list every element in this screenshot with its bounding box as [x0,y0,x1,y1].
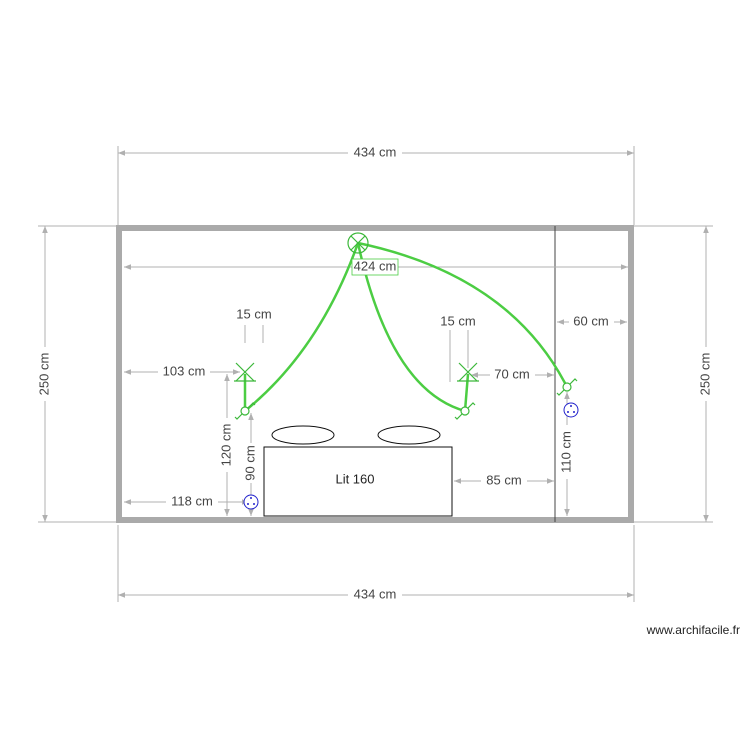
outlet-icon[interactable] [563,402,579,418]
dim-label: 70 cm [494,366,529,381]
ceiling-light-icon[interactable] [347,232,369,254]
dim-label: 250 cm [697,353,712,396]
dim-bed-to-closet: 85 cm [454,472,554,489]
dim-lamp-right-width: 15 cm [440,313,476,382]
dim-label: 110 cm [558,431,573,473]
dim-label: 60 cm [573,313,608,328]
wire-left [244,242,360,412]
dim-label: 120 cm [218,424,233,467]
switch-icon[interactable] [454,402,476,420]
dim-label: 424 cm [354,258,397,273]
dim-lamp-left-width: 15 cm [236,306,272,343]
dim-closet-depth: 60 cm [557,313,627,330]
dim-label: 15 cm [440,313,475,328]
switch-icon[interactable] [234,402,256,420]
wire-right [357,241,569,388]
dim-label: 90 cm [242,445,257,480]
dim-label: 250 cm [36,353,51,396]
wire-middle [356,242,466,413]
dim-label: 15 cm [236,306,271,321]
dim-label: 103 cm [163,363,206,378]
dim-label: 434 cm [354,144,397,159]
dim-right: 250 cm [634,225,714,523]
dim-label: 118 cm [171,493,213,508]
bed[interactable]: Lit 160 [263,446,453,517]
dim-outlet-left-offset: 118 cm [124,493,249,510]
wall-light-icon[interactable] [457,362,479,382]
dim-lamp-left-offset: 103 cm [124,363,240,380]
wire-lamp-right [463,373,470,412]
bed-label: Lit 160 [335,471,374,486]
dim-lamp-right-offset: 70 cm [471,366,554,383]
dim-bottom: 434 cm [117,525,635,603]
pillow-left[interactable] [271,425,335,445]
outlet-icon[interactable] [243,494,259,510]
dim-label: 434 cm [354,586,397,601]
dim-left: 250 cm [36,225,116,523]
dim-top: 434 cm [117,144,635,225]
room-walls [116,225,634,523]
wall-light-icon[interactable] [234,362,256,382]
dim-label: 85 cm [486,472,521,487]
pillow-right[interactable] [377,425,441,445]
watermark: www.archifacile.fr [646,623,740,637]
switch-icon[interactable] [556,378,578,396]
dim-lamp-left-height: 120 cm [218,374,235,516]
dim-switch-left-height: 90 cm [242,413,259,516]
